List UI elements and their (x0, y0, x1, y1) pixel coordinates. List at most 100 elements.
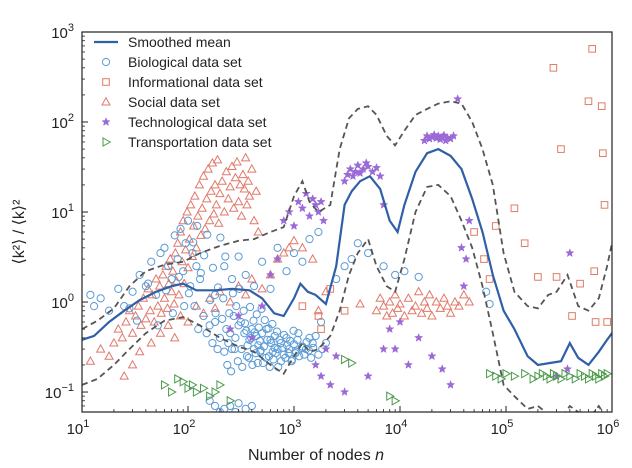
social-point (104, 350, 114, 360)
social-point (249, 215, 259, 225)
social-point (246, 163, 257, 173)
biological-point (223, 360, 232, 370)
social-point (169, 332, 180, 342)
x-tick-label: 101 (67, 418, 90, 438)
biological-point (254, 323, 263, 332)
biological-point (270, 331, 279, 341)
biological-point (243, 341, 252, 350)
social-point (238, 169, 248, 179)
axis-ticks: 101 102 103 104 105 106 10−1 100 101 102 103 (45, 22, 620, 438)
transportation-point (188, 380, 198, 390)
biological-point (294, 329, 303, 338)
social-point (236, 210, 247, 220)
biological-point (220, 347, 229, 356)
transportation-point (529, 374, 539, 384)
informational-series (298, 45, 611, 333)
legend-label: Social data set (128, 94, 220, 110)
x-axis-label-text: Number of nodes (248, 447, 375, 464)
social-point (215, 188, 225, 198)
biological-point (184, 289, 194, 298)
biological-point (302, 337, 311, 347)
biological-point (248, 360, 257, 370)
technological-point (429, 129, 439, 139)
technological-point (304, 211, 315, 221)
social-point (210, 179, 220, 189)
biological-point (147, 257, 156, 266)
transportation-point (486, 368, 495, 379)
technological-point (403, 360, 414, 369)
social-point (210, 303, 220, 312)
social-point (198, 170, 209, 180)
biological-point (220, 262, 229, 271)
biological-point (205, 321, 214, 330)
social-point (174, 289, 184, 299)
biological-point (192, 262, 201, 271)
social-point (371, 305, 382, 315)
biological-point (353, 239, 362, 248)
social-point (153, 300, 163, 310)
biological-point (221, 252, 230, 261)
social-point (124, 305, 135, 315)
informational-point (298, 302, 307, 310)
biological-point (114, 284, 123, 293)
legend-label: Smoothed mean (128, 34, 231, 50)
biological-point (141, 282, 150, 291)
transportation-point (571, 374, 581, 384)
technological-point (565, 248, 575, 258)
social-point (206, 186, 216, 195)
technological-point (414, 332, 424, 342)
social-point (165, 253, 176, 263)
legend: Smoothed mean Biological data set Informat… (94, 34, 272, 150)
social-point (191, 242, 202, 252)
social-point (211, 199, 222, 209)
biological-point (307, 353, 316, 362)
social-series (85, 152, 475, 380)
biological-point (216, 233, 225, 242)
social-point (175, 226, 186, 236)
plot-area (82, 45, 612, 412)
informational-point (584, 97, 593, 106)
social-point (375, 293, 386, 302)
social-point (413, 286, 424, 296)
biological-point (252, 310, 261, 319)
biological-point (240, 329, 249, 338)
biological-point (132, 316, 142, 325)
biological-point (128, 287, 137, 296)
social-point (143, 283, 153, 293)
biological-point (219, 294, 228, 303)
transportation-point (211, 387, 221, 397)
social-point (178, 215, 188, 225)
biological-point (193, 221, 202, 231)
biological-point (245, 302, 255, 312)
social-point (251, 186, 262, 195)
social-point (439, 293, 449, 302)
informational-point (576, 279, 584, 288)
biological-point (257, 257, 267, 266)
technological-point (375, 171, 385, 181)
biological-point (213, 344, 222, 354)
technological-point (390, 344, 400, 354)
social-point (230, 172, 241, 182)
transportation-point (341, 354, 350, 365)
social-point (233, 196, 244, 206)
biological-point (143, 279, 153, 288)
biological-point (86, 290, 95, 299)
x-tick-label: 103 (279, 418, 302, 438)
transportation-point (184, 383, 194, 394)
social-point (155, 328, 166, 337)
social-point (454, 300, 464, 310)
legend-swatch (101, 57, 111, 67)
transportation-series (160, 354, 612, 406)
biological-point (238, 362, 247, 372)
social-point (219, 206, 230, 216)
social-point (242, 199, 252, 209)
social-point (246, 273, 257, 283)
social-point (257, 283, 267, 293)
biological-point (314, 227, 323, 237)
upper-band-line (82, 100, 612, 330)
legend-item-transportation: Transportation data set (102, 134, 272, 150)
biological-point (135, 270, 144, 280)
biological-point (195, 274, 205, 284)
technological-point (385, 324, 395, 334)
informational-point (510, 204, 519, 213)
